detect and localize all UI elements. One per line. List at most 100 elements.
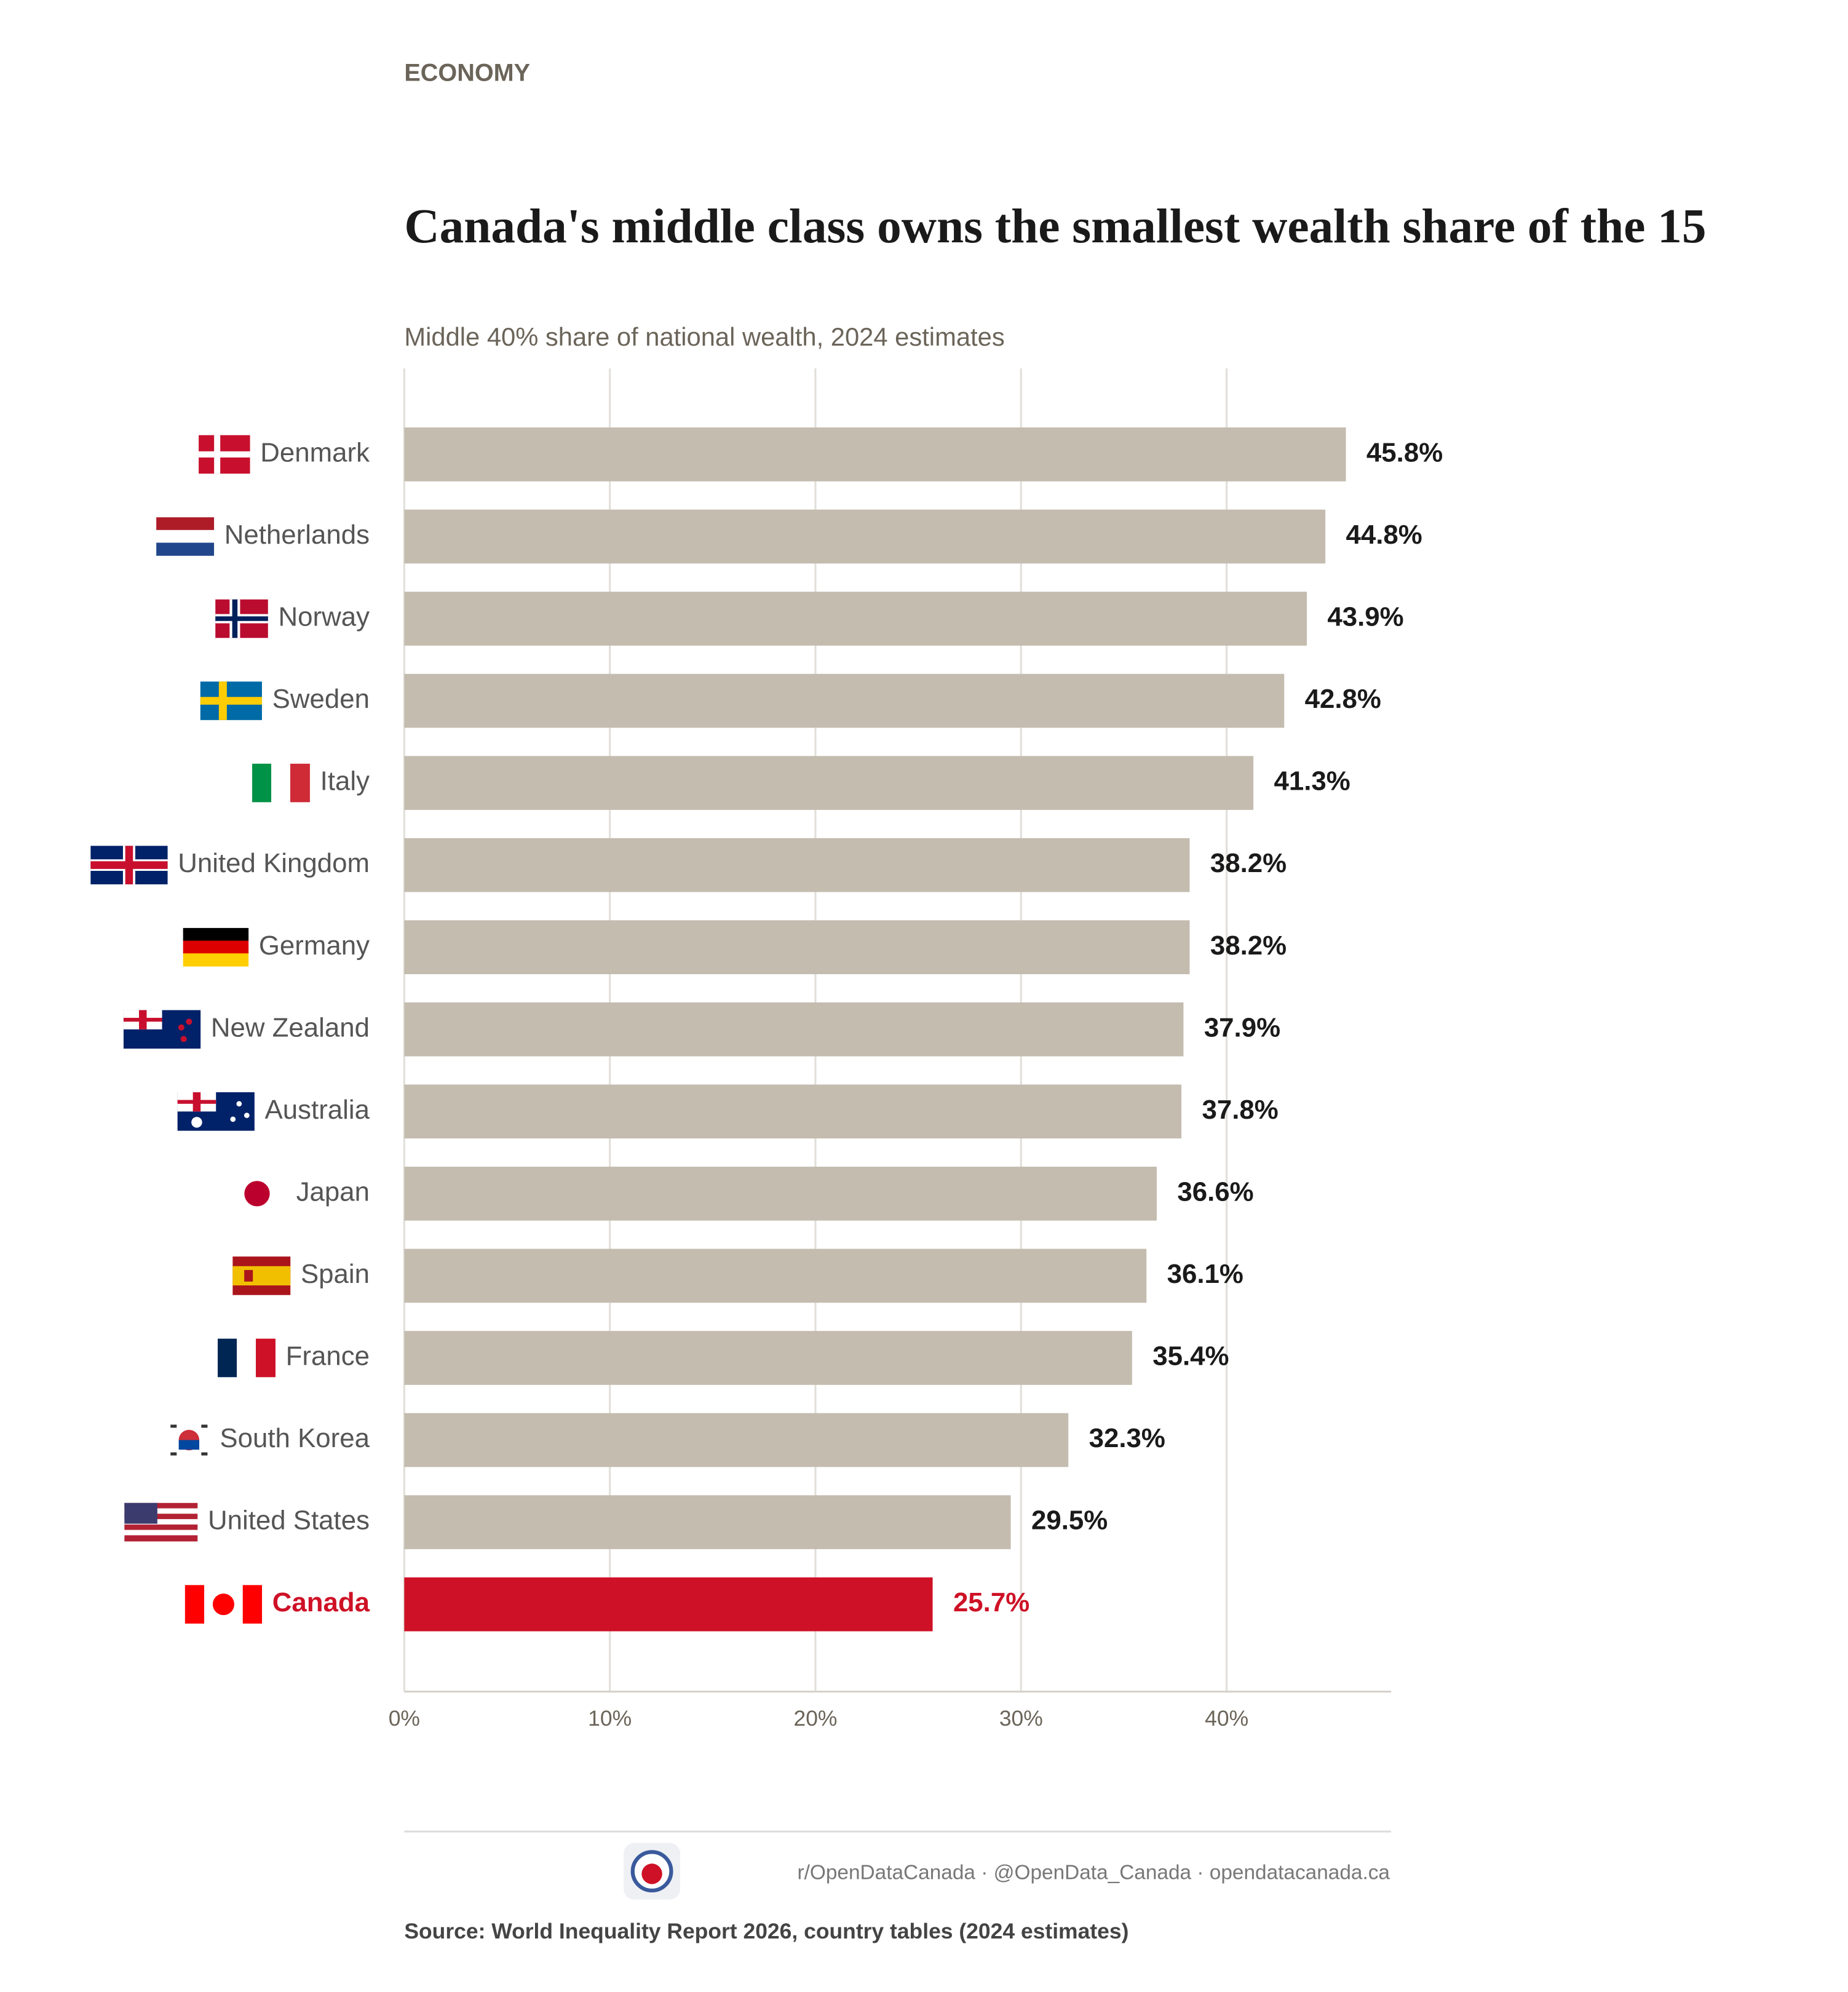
value-label: 37.8% — [1202, 1095, 1278, 1125]
flag-icon — [200, 681, 262, 720]
flag-part — [201, 1424, 208, 1428]
value-label: 38.2% — [1210, 931, 1287, 961]
logo — [624, 1843, 681, 1900]
source-note: Source: World Inequality Report 2026, co… — [404, 1919, 1128, 1943]
bar — [404, 673, 1285, 728]
bar — [404, 920, 1190, 975]
category-label: Japan — [296, 1177, 370, 1207]
flag-part — [124, 1535, 198, 1542]
x-tick-label: 0% — [389, 1706, 420, 1731]
chart-subtitle: Middle 40% share of national wealth, 202… — [404, 322, 1004, 351]
flag-part — [170, 1424, 177, 1428]
bar — [404, 592, 1307, 646]
flag-part — [156, 542, 215, 556]
flag-part — [244, 1270, 253, 1282]
flag-icon — [218, 1338, 276, 1378]
flag-part — [244, 1181, 270, 1207]
value-label: 29.5% — [1031, 1506, 1108, 1536]
flag-icon — [252, 763, 310, 803]
flag-part — [123, 1017, 162, 1022]
x-tick-label: 30% — [999, 1706, 1043, 1731]
flag-part — [124, 1514, 198, 1520]
bar — [404, 509, 1326, 564]
value-label: 32.3% — [1089, 1423, 1165, 1453]
category-label: Netherlands — [224, 520, 370, 550]
bar — [404, 756, 1254, 810]
flag-part — [201, 1452, 208, 1456]
value-label: 36.6% — [1177, 1177, 1253, 1207]
flag-part — [271, 763, 291, 803]
category-label: New Zealand — [211, 1012, 370, 1042]
category-label: United Kingdom — [178, 848, 370, 878]
flag-part — [244, 1113, 250, 1118]
flag-icon — [90, 846, 168, 884]
bar — [404, 1577, 933, 1632]
flag-icon — [228, 1174, 286, 1213]
category-label: Canada — [272, 1587, 370, 1617]
bar — [404, 1084, 1182, 1139]
flag-part — [230, 1116, 236, 1122]
flag-part — [178, 1024, 184, 1031]
flag-part — [124, 1502, 157, 1524]
value-label: 42.8% — [1305, 684, 1381, 714]
bar — [404, 838, 1190, 892]
flag-part — [237, 1338, 256, 1378]
flag-icon — [232, 1256, 291, 1295]
x-tick-label: 40% — [1205, 1706, 1248, 1731]
category-label: South Korea — [220, 1423, 370, 1453]
flag-part — [124, 1502, 198, 1509]
value-label: 35.4% — [1152, 1341, 1229, 1371]
value-label: 45.8% — [1366, 437, 1443, 467]
value-label: 44.8% — [1346, 520, 1422, 550]
flag-part — [212, 1593, 234, 1616]
flag-icon — [199, 435, 250, 474]
category-label: Spain — [301, 1259, 370, 1289]
section-label: ECONOMY — [404, 60, 530, 87]
category-label: Denmark — [260, 437, 370, 467]
category-label: Germany — [259, 931, 370, 961]
flag-part — [124, 1524, 198, 1530]
flag-part — [156, 530, 215, 544]
flag-part — [184, 1585, 205, 1624]
category-label: United States — [208, 1506, 370, 1536]
bar — [404, 1413, 1069, 1467]
flag-part — [178, 1440, 200, 1450]
value-label: 43.9% — [1327, 602, 1403, 632]
flag-part — [183, 940, 249, 954]
bar — [404, 1331, 1132, 1385]
flag-part — [236, 1101, 242, 1107]
flag-part — [186, 1018, 192, 1025]
flag-part — [232, 1266, 291, 1286]
category-label: Norway — [278, 602, 370, 632]
flag-part — [252, 763, 272, 803]
flag-part — [290, 763, 310, 803]
flag-icon — [183, 927, 249, 967]
value-label: 38.2% — [1210, 848, 1287, 878]
category-label: Italy — [320, 766, 370, 796]
category-label: Sweden — [272, 684, 370, 714]
flag-part — [215, 616, 268, 621]
flag-part — [156, 517, 215, 531]
bar — [404, 1248, 1147, 1303]
bar — [404, 1167, 1157, 1221]
x-tick-label: 10% — [588, 1706, 632, 1731]
bar — [404, 1495, 1011, 1549]
flag-icon — [156, 517, 215, 556]
flag-part — [256, 1338, 276, 1378]
flag-part — [191, 1117, 202, 1128]
flag-icon — [168, 1421, 210, 1459]
flag-part — [199, 451, 250, 458]
flag-icon — [124, 1502, 198, 1542]
flag-icon — [123, 1010, 201, 1049]
flag-part — [90, 861, 168, 869]
bar — [404, 427, 1346, 482]
category-label: France — [286, 1341, 370, 1371]
value-label: 25.7% — [953, 1587, 1029, 1617]
chart-title: Canada's middle class owns the smallest … — [404, 199, 1706, 253]
flag-part — [170, 1452, 177, 1456]
value-label: 37.9% — [1204, 1012, 1280, 1042]
value-label: 36.1% — [1167, 1259, 1243, 1289]
value-label: 41.3% — [1274, 766, 1350, 796]
